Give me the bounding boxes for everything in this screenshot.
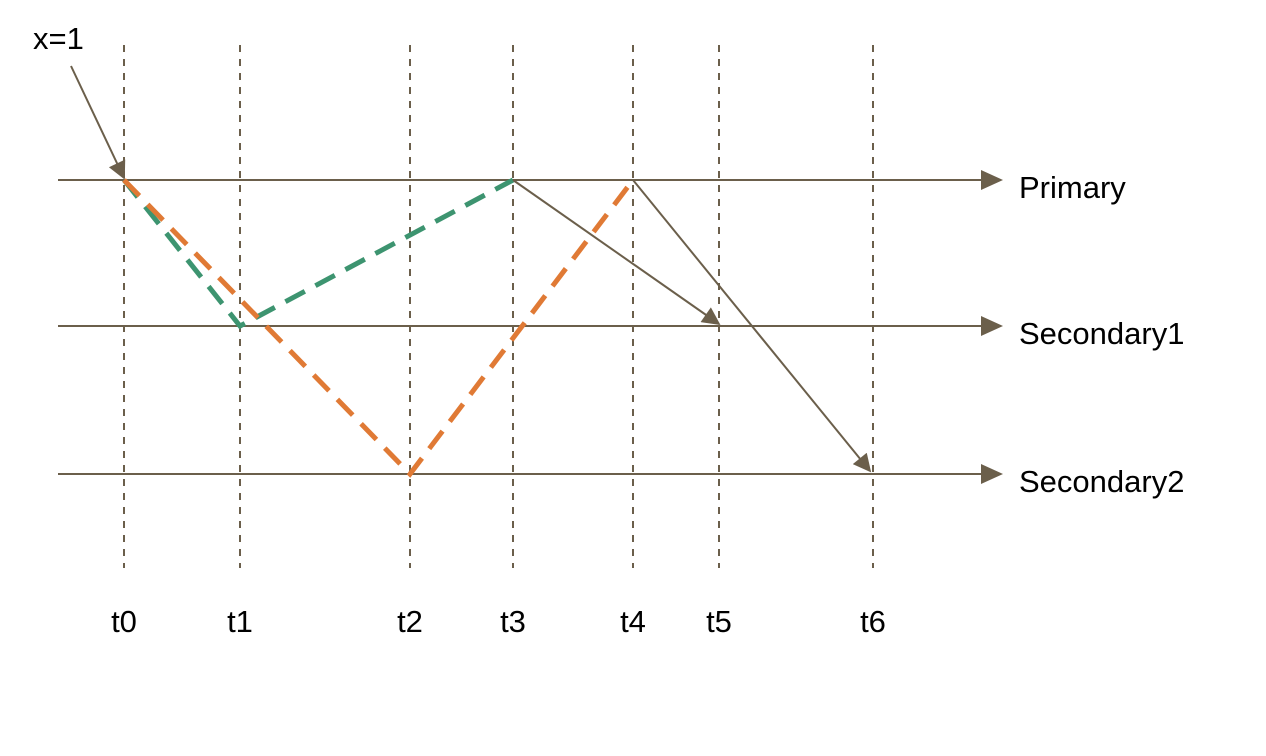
time-labels: t0 t1 t2 t3 t4 t5 t6 — [111, 604, 886, 639]
time-label-t0: t0 — [111, 604, 137, 639]
green-path — [122, 177, 515, 330]
primary-to-secondary1-arrow — [512, 179, 721, 326]
time-label-t4: t4 — [620, 604, 646, 639]
node-label-secondary1: Secondary1 — [1019, 316, 1184, 351]
secondary2-timeline-arrow — [981, 464, 1003, 484]
write-arrow — [70, 65, 126, 180]
write-label: x=1 — [33, 21, 84, 56]
orange-path — [122, 178, 635, 478]
time-label-t3: t3 — [500, 604, 526, 639]
node-timelines — [58, 170, 1003, 484]
node-label-secondary2: Secondary2 — [1019, 464, 1184, 499]
time-label-t1: t1 — [227, 604, 253, 639]
secondary1-timeline-arrow — [981, 316, 1003, 336]
time-gridlines — [123, 45, 874, 568]
time-label-t6: t6 — [860, 604, 886, 639]
message-arrows — [70, 65, 872, 473]
replication-paths — [122, 177, 635, 478]
node-label-primary: Primary — [1019, 170, 1126, 205]
time-label-t5: t5 — [706, 604, 732, 639]
time-label-t2: t2 — [397, 604, 423, 639]
primary-to-secondary2-arrow — [632, 179, 872, 473]
primary-timeline-arrow — [981, 170, 1003, 190]
